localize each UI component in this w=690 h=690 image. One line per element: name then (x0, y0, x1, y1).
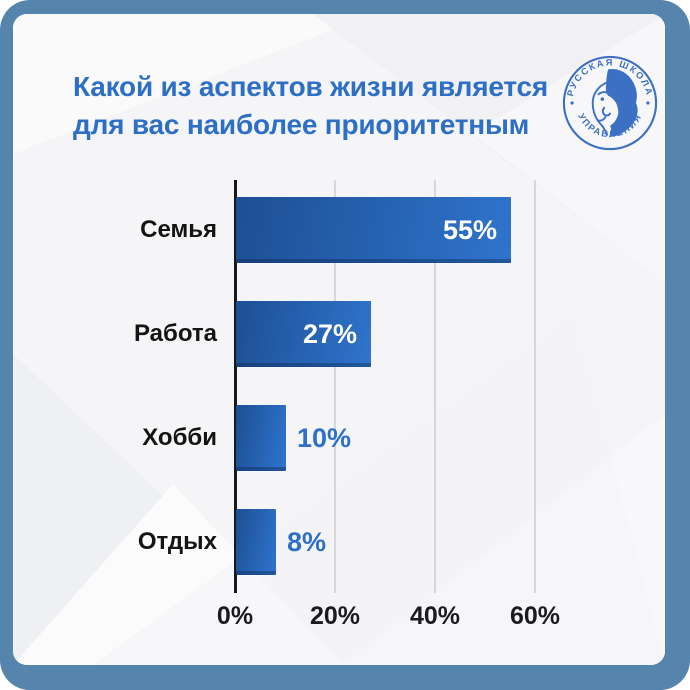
gridline-20% (334, 180, 336, 593)
category-label: Отдых (137, 528, 217, 555)
x-tick-label: 20% (309, 602, 361, 630)
rsu-lion-logo: РУССКАЯ ШКОЛА УПРАВЛЕНИЯ (562, 55, 658, 151)
x-tick-label: 40% (409, 602, 461, 630)
lion-head-icon (591, 69, 638, 137)
logo-separator-dot-right (646, 101, 650, 105)
x-tick-label: 60% (509, 602, 561, 630)
logo-separator-dot-left (570, 101, 574, 105)
category-label: Семья (140, 216, 217, 243)
bar: 55% (236, 197, 511, 263)
gridline-60% (534, 180, 536, 593)
page-title: Какой из аспектов жизни является для вас… (73, 68, 573, 144)
x-tick-label: 0% (216, 602, 254, 630)
lion-emblem-icon: РУССКАЯ ШКОЛА УПРАВЛЕНИЯ (562, 55, 658, 151)
bar-value-label: 55% (442, 214, 497, 245)
y-axis-line (234, 180, 237, 593)
category-labels: Семья Работа Хобби Отдых (63, 180, 217, 593)
bar (236, 405, 286, 471)
category-label: Хобби (142, 424, 217, 451)
bar-value-label: 10% (296, 422, 352, 453)
category-label: Работа (133, 320, 217, 347)
chart-card: Какой из аспектов жизни является для вас… (13, 14, 665, 665)
bar-value-label: 8% (286, 526, 327, 557)
title-line-1: Какой из аспектов жизни является (73, 71, 548, 102)
title-line-2: для вас наиболее приоритетным (73, 109, 530, 140)
bar-value-label: 27% (302, 318, 357, 349)
bar (236, 509, 276, 575)
x-axis-ticks: 0% 20% 40% 60% (217, 602, 560, 634)
plot-area: 55% 27% 10% 8% (234, 180, 536, 593)
bar: 27% (236, 301, 371, 367)
gridline-40% (434, 180, 436, 593)
